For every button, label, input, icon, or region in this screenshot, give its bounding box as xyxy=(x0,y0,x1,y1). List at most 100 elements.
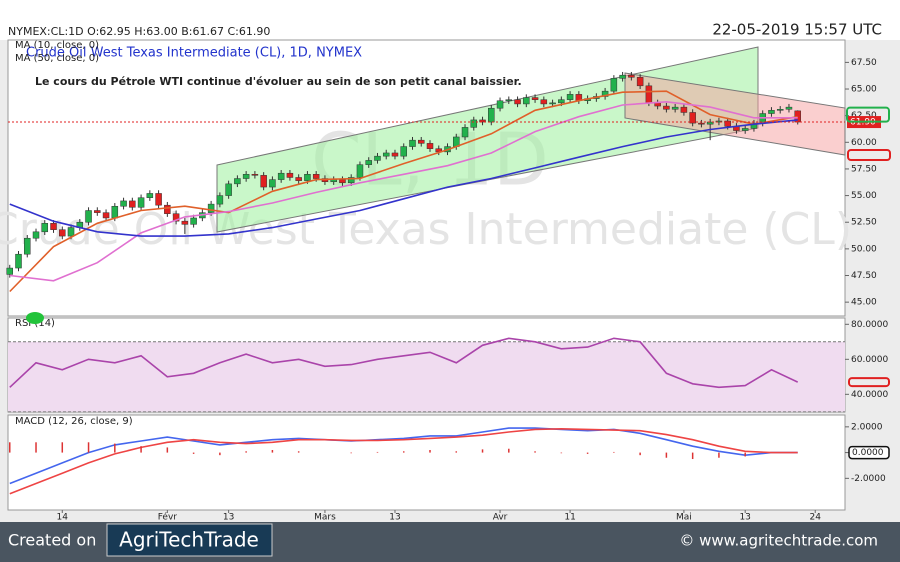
candle-body xyxy=(470,119,478,128)
candle-body xyxy=(382,152,390,157)
candle-body xyxy=(251,174,259,176)
logo: AgriTechTrade xyxy=(119,528,259,552)
candle-body xyxy=(190,217,197,225)
candle-body xyxy=(85,210,92,223)
x-tick-label: 11 xyxy=(564,513,575,523)
x-tick-label: 13 xyxy=(739,513,750,523)
y-tick-label: 52.50 xyxy=(851,218,877,228)
x-tick-label: 13 xyxy=(223,513,234,523)
candle-body xyxy=(715,120,723,123)
candle-body xyxy=(146,193,154,198)
candle-body xyxy=(59,229,66,237)
candle-body xyxy=(514,99,521,105)
quote: NYMEX:CL:1D O:62.95 H:63.00 B:61.67 C:61… xyxy=(8,25,270,38)
candle-body xyxy=(496,100,504,109)
candle-body xyxy=(636,77,644,87)
datetime: 22-05-2019 15:57 UTC xyxy=(712,21,882,39)
candle-body xyxy=(566,94,574,100)
candle-body xyxy=(137,197,145,208)
logo-box xyxy=(106,523,273,557)
x-tick-label: 13 xyxy=(389,513,400,523)
x-tick-label: 14 xyxy=(57,513,69,523)
candle-body xyxy=(391,152,399,157)
candle-body xyxy=(768,110,775,114)
candle-body xyxy=(242,174,250,179)
bear-channel xyxy=(624,72,846,156)
line xyxy=(9,427,798,485)
candle-body xyxy=(102,212,110,219)
candle-body xyxy=(207,203,215,213)
candle-body xyxy=(523,97,530,105)
candle-body xyxy=(505,99,513,101)
candle-body xyxy=(540,99,548,105)
candle-body xyxy=(680,106,688,113)
candle-body xyxy=(488,107,495,123)
y-tick-label: 67.50 xyxy=(851,58,877,68)
footer-site: © www.agritechtrade.com xyxy=(679,532,878,550)
candle-body xyxy=(216,195,224,205)
candle-body xyxy=(225,183,232,196)
footer-created: Created on xyxy=(8,531,96,550)
candle-body xyxy=(671,106,679,110)
x-tick-label: Mars xyxy=(314,513,336,523)
y-tick-label: 57.50 xyxy=(851,164,877,174)
y-tick-label: 45.00 xyxy=(851,298,877,308)
candle-body xyxy=(706,121,714,125)
y-tick-label: 55.00 xyxy=(851,191,877,201)
candle-body xyxy=(409,139,416,147)
macd-panel xyxy=(7,414,846,511)
last-value-label: 0.0000 xyxy=(852,448,884,458)
candle-body xyxy=(776,109,784,111)
x-tick-label: Avr xyxy=(493,513,508,523)
candle-body xyxy=(312,174,320,179)
candle-body xyxy=(339,179,346,184)
y-tick-label: 50.00 xyxy=(851,244,877,254)
candle-body xyxy=(426,143,434,149)
candle-body xyxy=(155,193,162,206)
candle-body xyxy=(365,160,372,165)
legend-label: MA (50, close, 0) xyxy=(15,53,99,64)
candle-body xyxy=(417,139,425,144)
line xyxy=(9,119,798,237)
x-tick-label: Févr xyxy=(158,512,178,523)
candle-body xyxy=(531,97,539,100)
candle-body xyxy=(628,74,635,78)
candle-body xyxy=(347,177,355,184)
candle-body xyxy=(50,223,57,230)
legend-label: MA (10, close, 0) xyxy=(15,40,99,51)
candle-body xyxy=(558,99,565,104)
candle-body xyxy=(15,253,22,269)
x-tick-label: 24 xyxy=(810,513,822,523)
candle-body xyxy=(304,174,311,181)
candle-body xyxy=(356,164,364,178)
candle-body xyxy=(610,78,618,92)
candle-body xyxy=(164,204,171,214)
candle-body xyxy=(295,177,302,181)
candle-body xyxy=(181,220,189,225)
y-tick-label: 2.0000 xyxy=(851,422,883,432)
candle-body xyxy=(689,112,696,124)
y-tick-label: 40.0000 xyxy=(851,390,888,400)
candle-body xyxy=(41,223,49,233)
candle-body xyxy=(750,122,758,129)
candle-body xyxy=(698,122,705,125)
highlight xyxy=(847,149,891,161)
last-value-box xyxy=(848,377,890,388)
candle-body xyxy=(619,74,626,79)
candle-body xyxy=(286,172,294,178)
candle-body xyxy=(94,210,101,213)
x-tick-label: Mai xyxy=(676,513,692,523)
y-tick-label: 60.00 xyxy=(851,138,877,148)
candle-body xyxy=(234,178,241,185)
candle-body xyxy=(645,85,653,104)
panel-title: MACD (12, 26, close, 9) xyxy=(15,416,133,427)
candle-body xyxy=(461,127,469,138)
candle-body xyxy=(269,179,276,188)
line xyxy=(9,90,798,293)
chart-title: Crude Oil West Texas Intermediate (CL), … xyxy=(26,46,362,61)
candle-body xyxy=(129,200,136,208)
candle-body xyxy=(32,231,40,239)
candle-body xyxy=(67,227,75,237)
